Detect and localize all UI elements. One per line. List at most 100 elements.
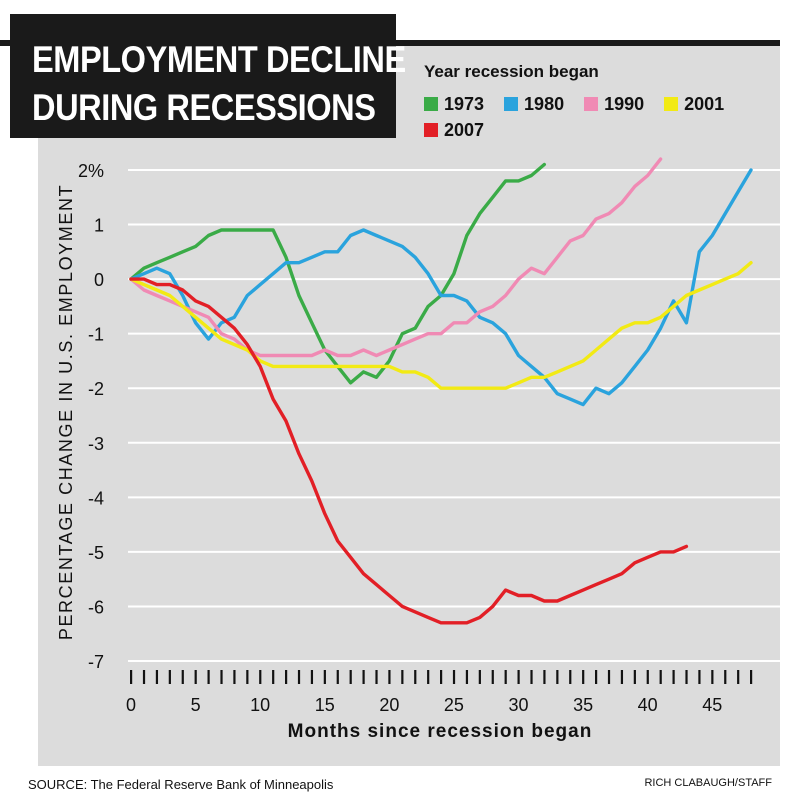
x-tick-label: 0 xyxy=(126,695,136,715)
x-tick-mark xyxy=(168,670,171,684)
grid-layer xyxy=(128,169,780,662)
legend-title: Year recession began xyxy=(424,62,599,81)
x-tick-label: 20 xyxy=(379,695,399,715)
legend-item-1990: 1990 xyxy=(584,91,644,117)
x-axis-title: Months since recession began xyxy=(288,721,593,742)
x-tick-mark xyxy=(672,670,675,684)
x-tick-mark xyxy=(285,670,288,684)
x-tick-label: 5 xyxy=(191,695,201,715)
x-tick-label: 45 xyxy=(702,695,722,715)
x-tick-mark xyxy=(569,670,572,684)
legend-items: 1973 1980 1990 2001 2007 xyxy=(424,91,774,143)
x-tick-mark xyxy=(478,670,481,684)
x-tick-mark xyxy=(659,670,662,684)
x-tick-mark xyxy=(375,670,378,684)
legend-swatch xyxy=(424,123,438,137)
series-line-2001 xyxy=(129,261,753,390)
legend-label: 1990 xyxy=(604,93,645,114)
x-tick-mark xyxy=(698,670,701,684)
x-tick-mark xyxy=(401,670,404,684)
x-tick-mark xyxy=(297,670,301,684)
x-tick-mark xyxy=(750,670,753,684)
chart-title-line-2: DURING RECESSIONS xyxy=(32,87,376,128)
y-tick-label: -1 xyxy=(88,325,104,345)
title-box: EMPLOYMENT DECLINE DURING RECESSIONS xyxy=(10,14,406,138)
y-tick-label: -7 xyxy=(88,652,104,672)
legend-label: 1973 xyxy=(444,93,485,114)
x-tick-mark xyxy=(620,670,624,684)
legend-label: 2001 xyxy=(684,93,725,114)
credit-note: RICH CLABAUGH/STAFF xyxy=(644,777,772,789)
x-tick-mark xyxy=(607,670,611,684)
legend-item-1980: 1980 xyxy=(504,91,564,117)
legend-item-1973: 1973 xyxy=(424,91,484,117)
legend-swatch xyxy=(424,97,438,111)
legend-item-2001: 2001 xyxy=(664,91,724,117)
x-tick-mark xyxy=(711,670,714,684)
x-tick-mark xyxy=(130,670,133,684)
chart-title-line-1: EMPLOYMENT DECLINE xyxy=(32,39,406,80)
x-tick-mark xyxy=(207,670,210,684)
x-tick-mark xyxy=(440,670,443,684)
x-tick-mark xyxy=(142,670,146,684)
x-tick-mark xyxy=(427,670,430,684)
x-tick-mark xyxy=(246,670,249,684)
series-line-1980 xyxy=(129,168,753,407)
x-tick-label: 10 xyxy=(250,695,270,715)
x-tick-mark xyxy=(155,670,159,684)
x-tick-mark xyxy=(362,670,365,684)
x-tick-mark xyxy=(491,670,494,684)
legend-swatch xyxy=(664,97,679,111)
series-line-1973 xyxy=(129,162,546,385)
y-tick-label: -6 xyxy=(88,597,104,617)
x-tick-mark xyxy=(181,670,184,684)
y-axis-title: PERCENTAGE CHANGE IN U.S. EMPLOYMENT xyxy=(56,184,76,640)
x-tick-mark xyxy=(259,670,262,684)
x-tick-mark xyxy=(465,670,469,684)
x-tick-mark xyxy=(556,670,559,684)
x-tick-mark xyxy=(737,670,740,684)
x-tick-mark xyxy=(233,670,236,684)
x-tick-mark xyxy=(452,670,456,684)
x-tick-mark xyxy=(517,670,520,684)
legend-label: 1980 xyxy=(524,93,565,114)
series-line-1990 xyxy=(129,157,663,358)
y-tick-label: -5 xyxy=(88,543,104,563)
x-tick-mark xyxy=(582,670,585,684)
x-tick-mark xyxy=(194,670,197,684)
x-tick-mark xyxy=(530,670,533,684)
x-tick-mark xyxy=(388,670,391,684)
y-tick-label: -2 xyxy=(88,379,104,399)
x-tick-mark xyxy=(336,670,339,684)
legend-swatch xyxy=(504,97,519,111)
legend: Year recession began 1973 1980 1990 2001 200… xyxy=(424,62,774,143)
x-tick-mark xyxy=(310,670,314,684)
x-tick-mark xyxy=(272,670,275,684)
x-tick-mark xyxy=(595,670,598,684)
x-tick-mark xyxy=(349,670,352,684)
x-tick-mark xyxy=(685,670,688,684)
x-tick-labels: 0 5 10 15 20 25 30 35 40 45 xyxy=(126,695,722,715)
x-tick-mark xyxy=(323,670,326,684)
source-note: SOURCE: The Federal Reserve Bank of Minn… xyxy=(28,777,334,792)
y-tick-label: 1 xyxy=(94,216,104,236)
y-tick-labels: -7 -6 -5 -4 -3 -2 -1 0 1 2% xyxy=(78,161,104,672)
legend-label: 2007 xyxy=(444,119,485,140)
series-line-2007 xyxy=(129,277,689,625)
x-tick-mark xyxy=(633,670,636,684)
x-tick-mark xyxy=(543,670,546,684)
x-tick-label: 30 xyxy=(508,695,528,715)
x-tick-mark xyxy=(414,670,417,684)
y-tick-label: 0 xyxy=(94,270,104,290)
x-tick-label: 35 xyxy=(573,695,593,715)
legend-swatch xyxy=(584,97,599,111)
x-tick-marks xyxy=(130,670,753,684)
legend-item-2007: 2007 xyxy=(424,117,484,143)
x-tick-mark xyxy=(220,670,223,684)
series-layer xyxy=(129,157,753,625)
x-tick-mark xyxy=(504,670,507,684)
y-tick-label: -4 xyxy=(88,488,104,508)
x-tick-mark xyxy=(646,670,649,684)
x-tick-mark xyxy=(724,670,727,684)
